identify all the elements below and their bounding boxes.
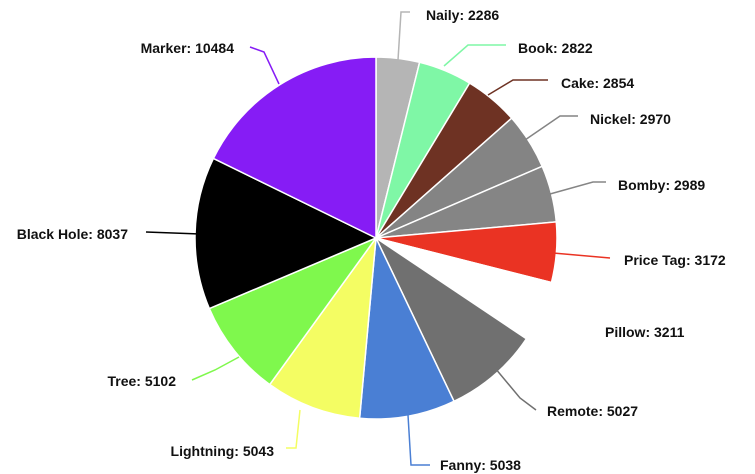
slice-black-hole: [194, 157, 378, 310]
leader-line-cake: [487, 79, 548, 96]
leader-lines: [145, 11, 611, 466]
leader-line-marker: [249, 46, 280, 85]
leader-line-price-tag: [552, 252, 611, 259]
slice-label-remote: Remote: 5027: [547, 403, 638, 419]
slice-marker: [212, 56, 377, 240]
leader-line-lightning: [286, 409, 301, 449]
leader-line-tree: [191, 356, 240, 381]
slice-lightning: [268, 235, 377, 420]
slice-tree: [208, 236, 379, 386]
slice-label-marker: Marker: 10484: [141, 40, 235, 56]
leader-line-fanny: [407, 414, 430, 466]
slice-label-black-hole: Black Hole: 8037: [17, 226, 128, 242]
slice-label-tree: Tree: 5102: [108, 373, 177, 389]
slice-label-cake: Cake: 2854: [561, 75, 634, 91]
slice-label-nickel: Nickel: 2970: [590, 111, 671, 127]
slice-label-pillow: Pillow: 3211: [605, 324, 685, 340]
slice-label-lightning: Lightning: 5043: [171, 443, 275, 459]
slice-label-bomby: Bomby: 2989: [618, 177, 705, 193]
slice-label-naily: Naily: 2286: [426, 7, 499, 23]
slice-label-book: Book: 2822: [518, 40, 593, 56]
slice-remote: [374, 235, 528, 403]
pie-slices: [194, 56, 558, 420]
slice-label-fanny: Fanny: 5038: [440, 457, 521, 473]
leader-line-black-hole: [145, 231, 201, 235]
leader-line-book: [443, 44, 506, 67]
leader-line-remote: [494, 367, 537, 411]
leader-line-naily: [397, 11, 410, 61]
leader-line-bomby: [549, 181, 606, 195]
leader-line-nickel: [524, 115, 578, 141]
slice-labels: Naily: 2286 Book: 2822 Cake: 2854 Nickel: 2…: [17, 7, 726, 473]
slice-label-price-tag: Price Tag: 3172: [624, 252, 726, 268]
